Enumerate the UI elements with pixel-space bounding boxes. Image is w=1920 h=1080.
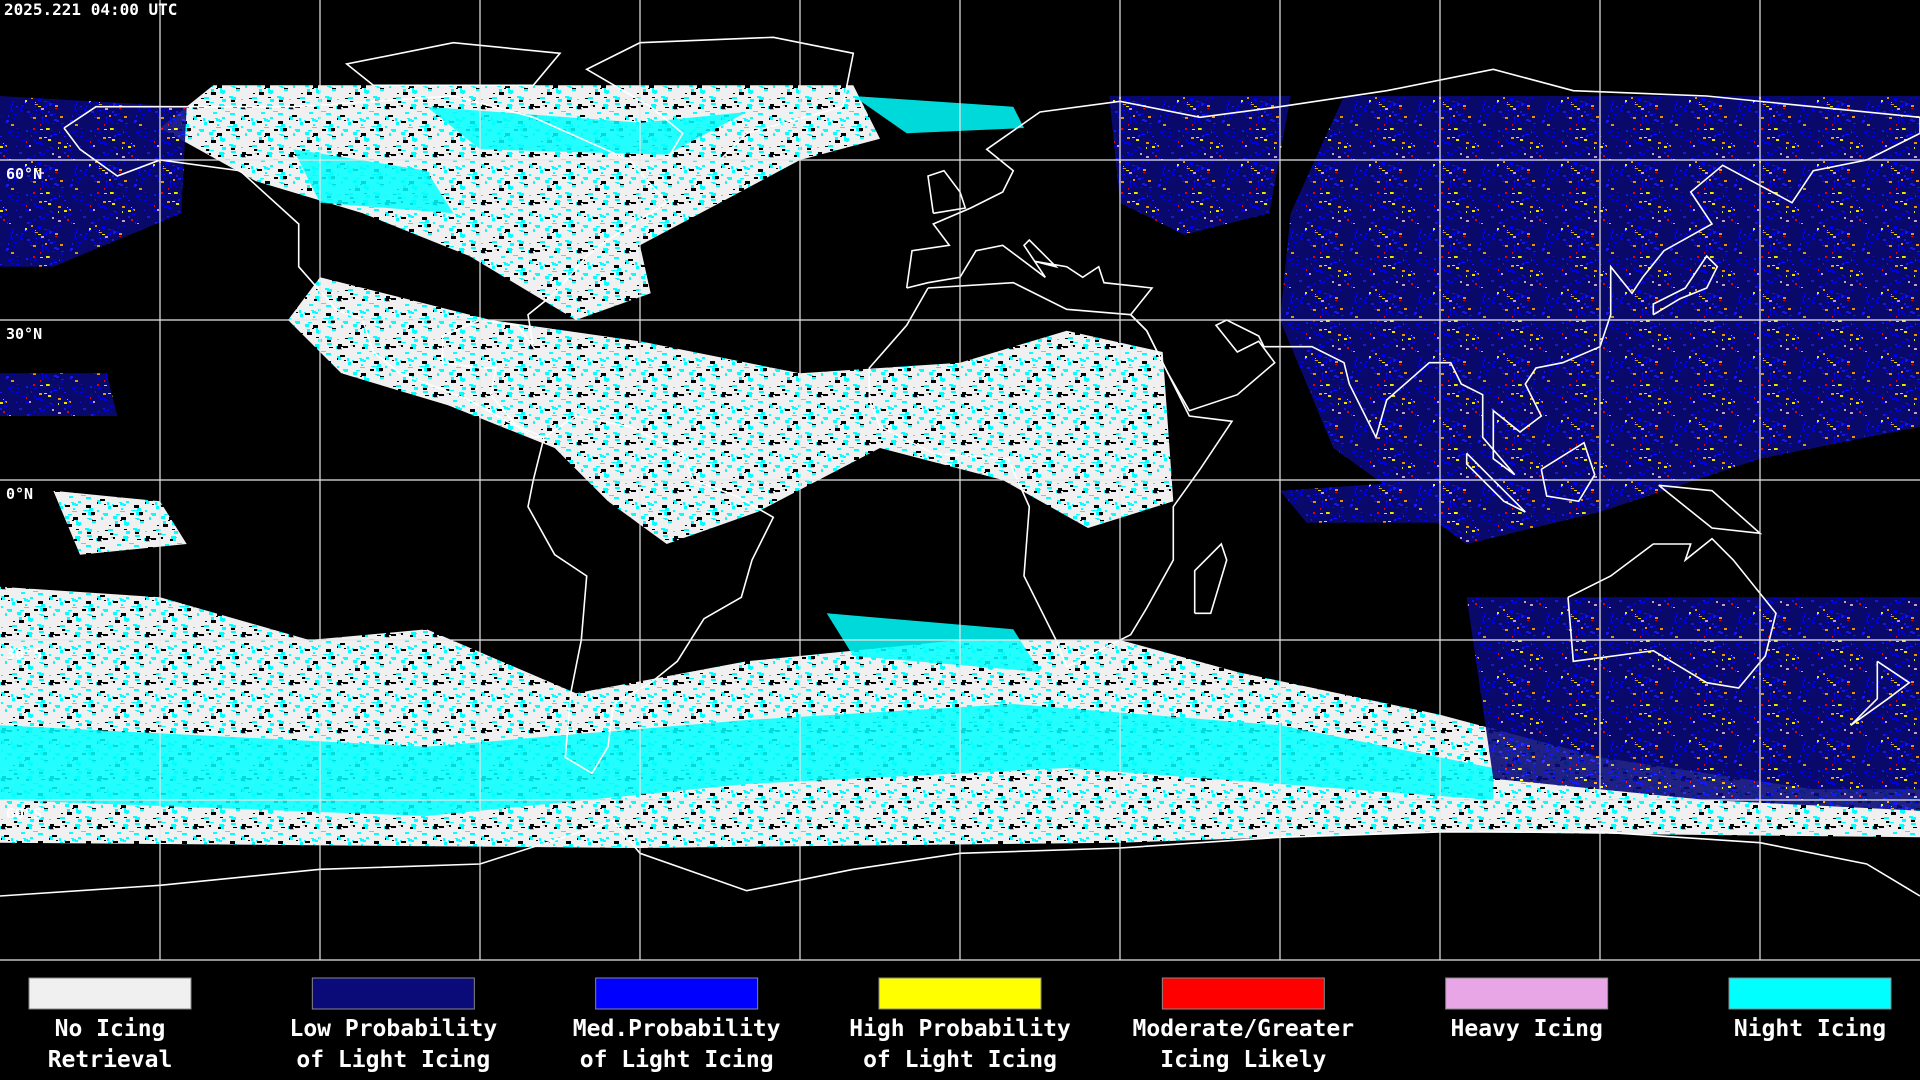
lat-label: 30°S bbox=[6, 645, 42, 663]
legend-item: Night Icing bbox=[1728, 977, 1892, 1042]
coastline bbox=[0, 820, 1920, 897]
cloud-night bbox=[826, 613, 1040, 672]
coastline bbox=[63, 95, 668, 439]
legend-item: Low Probability of Light Icing bbox=[289, 977, 497, 1073]
lat-label: 60°S bbox=[6, 805, 42, 823]
cloud-no-icing bbox=[53, 490, 187, 555]
lat-labels: 60°N 30°N 0°N 30°S 60°S bbox=[6, 165, 42, 823]
legend-item: Med.Probability of Light Icing bbox=[573, 977, 781, 1073]
coastline bbox=[1540, 441, 1596, 503]
coastline bbox=[1567, 537, 1777, 689]
legend-label: of Light Icing bbox=[296, 1047, 490, 1073]
coastline bbox=[1193, 542, 1228, 615]
coastline bbox=[527, 415, 775, 775]
legend-swatch bbox=[1445, 977, 1609, 1010]
legend: No Icing Retrieval Low Probability of Light… bbox=[28, 977, 1892, 1073]
timestamp: 2025.221 04:00 UTC bbox=[4, 0, 177, 19]
cloud-night bbox=[426, 106, 747, 155]
legend-label: Night Icing bbox=[1734, 1016, 1886, 1042]
lat-label: 30°N bbox=[6, 325, 42, 343]
coastline bbox=[1652, 254, 1719, 316]
graticule bbox=[0, 0, 1920, 961]
coastline bbox=[585, 36, 855, 161]
legend-swatch bbox=[28, 977, 192, 1010]
cloud-no-icing bbox=[160, 85, 880, 320]
lat-label: 60°N bbox=[6, 165, 42, 183]
legend-label: Med.Probability bbox=[573, 1016, 781, 1042]
legend-item: High Probability of Light Icing bbox=[849, 977, 1071, 1073]
legend-item: Moderate/Greater Icing Likely bbox=[1133, 977, 1355, 1073]
legend-swatch bbox=[878, 977, 1042, 1010]
legend-swatch bbox=[311, 977, 475, 1010]
cloud-icing bbox=[0, 373, 118, 416]
legend-label: Low Probability bbox=[289, 1016, 497, 1042]
cloud-icing bbox=[1466, 597, 1920, 811]
legend-swatch bbox=[1161, 977, 1325, 1010]
cloud-no-icing bbox=[288, 277, 1174, 544]
legend-label: Heavy Icing bbox=[1451, 1016, 1603, 1042]
coastline bbox=[344, 41, 562, 87]
legend-label: Retrieval bbox=[48, 1047, 173, 1073]
coastline bbox=[1465, 452, 1526, 513]
coastline bbox=[1850, 660, 1911, 726]
legend-label: High Probability bbox=[849, 1016, 1071, 1042]
coastlines bbox=[0, 36, 1920, 897]
legend-swatch bbox=[1728, 977, 1892, 1010]
legend-item: Heavy Icing bbox=[1445, 977, 1609, 1042]
cloud-icing bbox=[0, 96, 187, 267]
lat-label: 0°N bbox=[6, 485, 33, 503]
legend-label: of Light Icing bbox=[580, 1047, 774, 1073]
legend-label: Icing Likely bbox=[1160, 1047, 1326, 1073]
legend-label: of Light Icing bbox=[863, 1047, 1057, 1073]
legend-label: No Icing bbox=[55, 1016, 166, 1042]
cloud-icing bbox=[1109, 96, 1291, 235]
cloud-icing bbox=[1280, 480, 1467, 523]
legend-label: Moderate/Greater bbox=[1133, 1016, 1355, 1042]
legend-swatch bbox=[595, 977, 759, 1010]
cloud-night bbox=[853, 96, 1024, 134]
legend-item: No Icing Retrieval bbox=[28, 977, 192, 1073]
cloud-night bbox=[293, 149, 454, 214]
